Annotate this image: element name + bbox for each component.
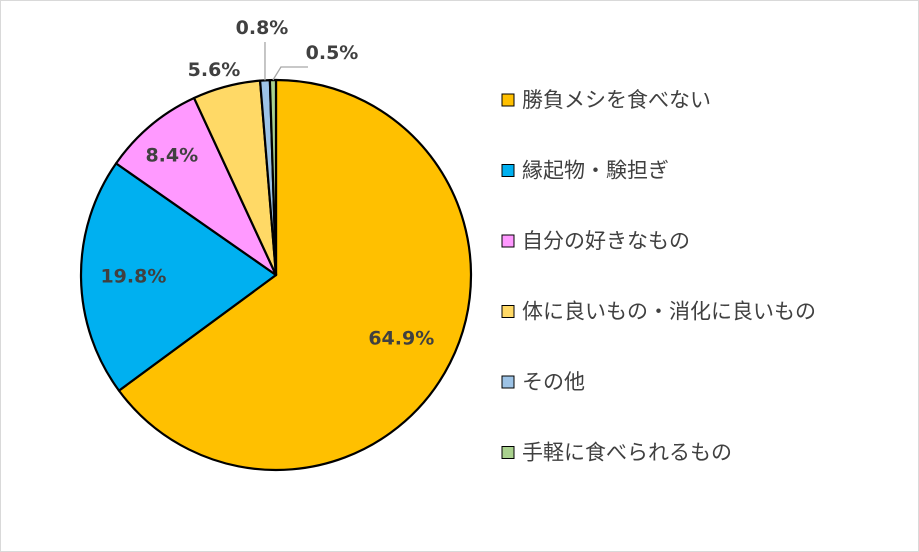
pie-slice-2 <box>115 96 278 277</box>
data-label-2: 8.4% <box>145 144 198 166</box>
data-label-4: 0.8% <box>236 17 289 39</box>
legend-swatch-1 <box>501 164 515 177</box>
legend-swatch-0 <box>501 93 515 107</box>
legend-swatch-3 <box>501 305 515 318</box>
pie-slice-1 <box>79 162 278 392</box>
data-label-3: 5.6% <box>188 59 241 81</box>
pie-slice-0 <box>117 78 473 472</box>
legend-swatch-4 <box>501 375 515 389</box>
legend-swatch-2 <box>501 234 515 248</box>
legend-label-0: 勝負メシを食べない <box>522 88 711 112</box>
legend-label-4: その他 <box>522 370 585 394</box>
legend-label-2: 自分の好きなもの <box>522 229 690 253</box>
data-label-5: 0.5% <box>306 42 359 64</box>
data-label-1: 19.8% <box>100 266 166 288</box>
legend-label-3: 体に良いもの・消化に良いもの <box>522 300 816 324</box>
leader-line-5 <box>272 66 308 81</box>
legend-label-1: 縁起物・験担ぎ <box>522 159 669 183</box>
legend-label-5: 手軽に食べられるもの <box>522 441 732 465</box>
legend-swatch-5 <box>501 446 515 459</box>
data-label-0: 64.9% <box>368 327 434 349</box>
